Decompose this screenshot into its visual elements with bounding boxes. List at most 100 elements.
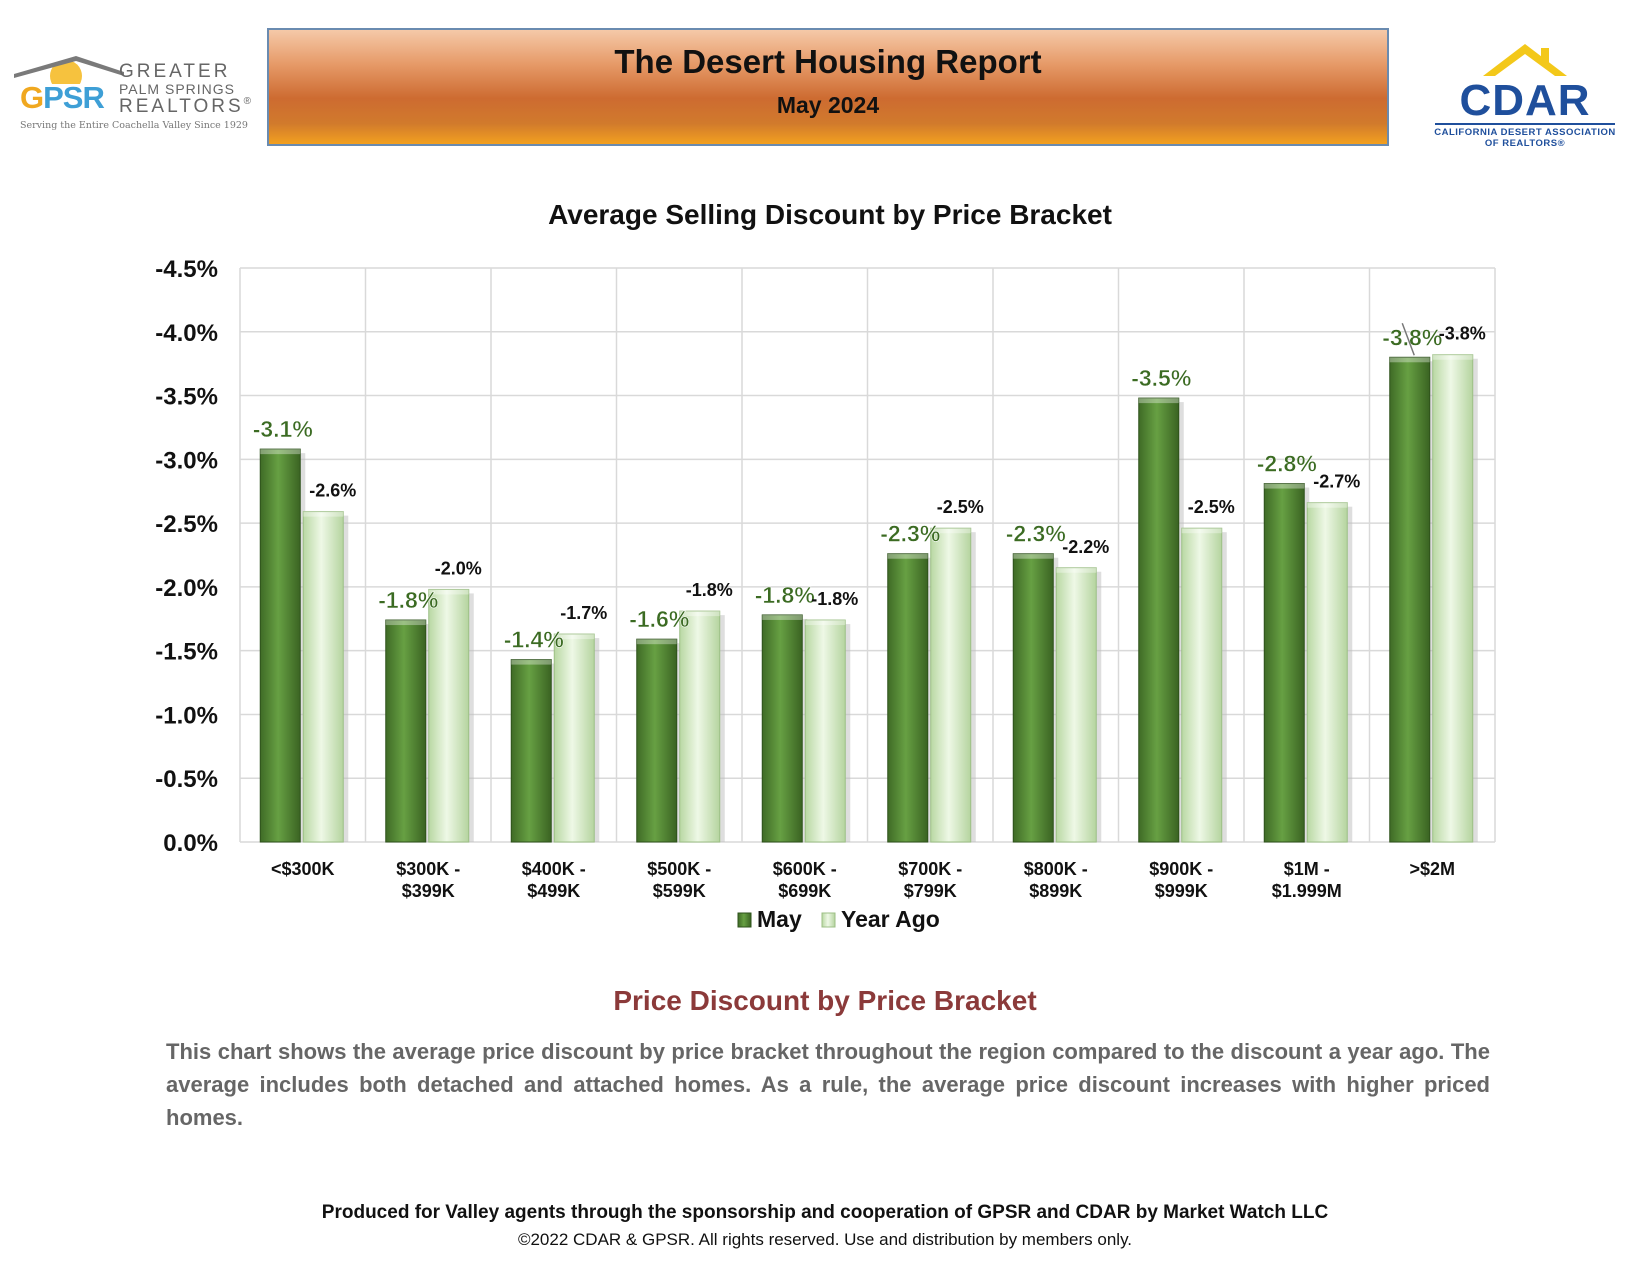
- gpsr-logo: GPSR GREATER PALM SPRINGS REALTORS® Serv…: [14, 50, 251, 131]
- bar-bevel: [636, 639, 677, 645]
- bar-bevel: [887, 553, 928, 559]
- bar-year-ago: [1432, 354, 1474, 843]
- bar-bevel: [1013, 553, 1054, 559]
- x-tick-label: $800K -: [1024, 859, 1088, 879]
- data-label-year-ago: -2.2%: [1062, 537, 1109, 557]
- bar-year-ago: [1055, 567, 1097, 843]
- section-description: This chart shows the average price disco…: [166, 1039, 1490, 1130]
- x-tick-label: $300K -: [396, 859, 460, 879]
- legend-swatch-year-ago: [821, 912, 836, 928]
- sun-roof-icon: [14, 56, 124, 84]
- gpsr-line3: REALTORS®: [119, 96, 255, 117]
- bar-year-ago: [428, 588, 470, 843]
- bar-may: [1263, 483, 1305, 843]
- gpsr-tagline: Serving the Entire Coachella Valley Sinc…: [20, 120, 248, 131]
- data-label-year-ago: -2.5%: [937, 497, 984, 517]
- x-tick-label: >$2M: [1409, 859, 1455, 879]
- y-tick-label: -2.0%: [155, 575, 218, 602]
- gpsr-mark: GPSR: [20, 80, 105, 115]
- cdar-divider: [1435, 123, 1615, 125]
- x-tick-label: $500K -: [647, 859, 711, 879]
- data-label-year-ago: -3.8%: [1439, 324, 1486, 344]
- data-label-may: -1.8%: [378, 587, 438, 613]
- bar-bevel: [1138, 398, 1179, 404]
- footer-copyright: ©2022 CDAR & GPSR. All rights reserved. …: [517, 1230, 1133, 1249]
- x-tick-label: $1M -: [1284, 859, 1330, 879]
- bar-may: [385, 619, 427, 843]
- bar-may: [1389, 356, 1431, 843]
- x-tick-label: $699K: [778, 881, 831, 901]
- bar-bevel: [385, 620, 426, 626]
- chart-title: Average Selling Discount by Price Bracke…: [548, 199, 1112, 230]
- bar-may: [510, 659, 552, 843]
- y-tick-label: -4.0%: [155, 320, 218, 347]
- report-title: The Desert Housing Report: [614, 43, 1042, 80]
- bar-bevel: [1307, 502, 1348, 508]
- bar-bevel: [1389, 357, 1430, 363]
- y-tick-label: 0.0%: [163, 830, 218, 857]
- x-tick-label: $899K: [1029, 881, 1082, 901]
- data-label-may: -2.3%: [1006, 521, 1066, 547]
- report-date: May 2024: [776, 92, 880, 118]
- data-label-may: -2.8%: [1257, 451, 1317, 477]
- bar-year-ago: [302, 511, 344, 843]
- x-tick-label: $900K -: [1149, 859, 1213, 879]
- data-label-year-ago: -1.7%: [560, 603, 607, 623]
- data-label-year-ago: -1.8%: [811, 589, 858, 609]
- bar-bevel: [762, 614, 803, 620]
- x-tick-label: $999K: [1155, 881, 1208, 901]
- bar-may: [259, 448, 301, 843]
- report-banner: The Desert Housing Report May 2024: [267, 28, 1389, 146]
- gpsr-wordmark: GREATER PALM SPRINGS REALTORS®: [119, 62, 254, 116]
- x-tick-label: $600K -: [773, 859, 837, 879]
- y-tick-label: -4.5%: [155, 256, 218, 283]
- data-label-year-ago: -2.5%: [1188, 497, 1235, 517]
- bar-year-ago: [930, 527, 972, 843]
- bar-may: [1012, 553, 1054, 843]
- data-label-may: -1.4%: [504, 627, 564, 653]
- cdar-line1: CALIFORNIA DESERT ASSOCIATION: [1434, 127, 1616, 138]
- x-tick-label: $399K: [402, 881, 455, 901]
- data-label-may: -3.8%: [1382, 324, 1442, 350]
- bar-bevel: [554, 634, 595, 640]
- footer-credit: Produced for Valley agents through the s…: [321, 1202, 1329, 1223]
- data-label-year-ago: -2.0%: [435, 558, 482, 578]
- y-tick-label: -0.5%: [155, 766, 218, 793]
- bar-bevel: [260, 449, 301, 455]
- y-tick-label: -1.0%: [155, 702, 218, 729]
- x-tick-label: $700K -: [898, 859, 962, 879]
- y-tick-label: -2.5%: [155, 511, 218, 538]
- discount-bar-chart: Average Selling Discount by Price Bracke…: [155, 199, 1496, 932]
- data-label-may: -2.3%: [880, 521, 940, 547]
- bar-may: [1138, 397, 1180, 843]
- cdar-logo: CDAR CALIFORNIA DESERT ASSOCIATION OF RE…: [1425, 38, 1625, 149]
- data-label-year-ago: -1.8%: [686, 580, 733, 600]
- bar-bevel: [930, 528, 971, 534]
- data-label-year-ago: -2.7%: [1313, 472, 1360, 492]
- bar-year-ago: [679, 610, 721, 843]
- data-label-year-ago: -2.6%: [309, 481, 356, 501]
- x-tick-label: $499K: [527, 881, 580, 901]
- bar-may: [761, 614, 803, 843]
- bar-bevel: [1056, 567, 1097, 573]
- legend-swatch-may: [737, 912, 752, 928]
- y-tick-label: -1.5%: [155, 639, 218, 666]
- bar-year-ago: [553, 633, 595, 843]
- house-roof-icon: [1483, 44, 1567, 76]
- label-leader-line: [1401, 323, 1415, 356]
- bar-bevel: [428, 589, 469, 595]
- bar-may: [636, 638, 678, 843]
- bar-year-ago: [1306, 502, 1348, 843]
- gpsr-line1: GREATER: [119, 61, 231, 82]
- bar-year-ago: [804, 619, 846, 843]
- section-title: Price Discount by Price Bracket: [613, 985, 1037, 1016]
- cdar-wordmark: CDAR: [1459, 76, 1591, 125]
- x-tick-label: $599K: [653, 881, 706, 901]
- bar-bevel: [1432, 354, 1473, 360]
- bar-bevel: [511, 659, 552, 665]
- data-label-may: -1.8%: [755, 582, 815, 608]
- x-tick-label: $799K: [904, 881, 957, 901]
- bar-bevel: [1264, 483, 1305, 489]
- y-tick-label: -3.5%: [155, 384, 218, 411]
- x-tick-label: <$300K: [271, 859, 335, 879]
